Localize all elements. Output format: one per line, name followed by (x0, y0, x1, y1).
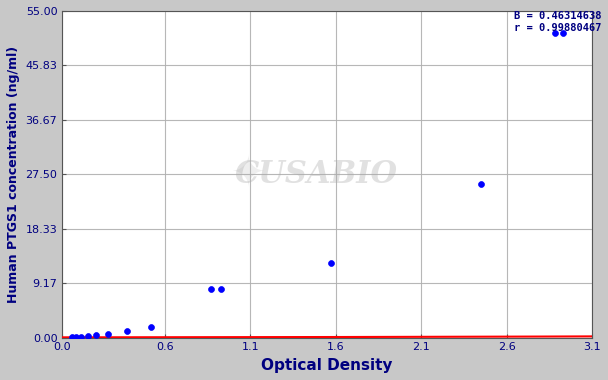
Point (83, 333, 92, 339)
Point (71, 334, 81, 340)
Point (122, 328, 132, 334)
Point (103, 331, 112, 337)
Point (216, 286, 226, 292)
Text: B = 0.46314638
r = 0.99880467: B = 0.46314638 r = 0.99880467 (514, 11, 602, 33)
Point (476, 181, 486, 187)
Point (91, 332, 101, 338)
Point (558, 30, 568, 36)
Point (206, 286, 216, 292)
Text: CUSABIO: CUSABIO (235, 159, 398, 190)
Point (147, 324, 156, 330)
Point (76, 334, 86, 340)
Point (550, 30, 559, 36)
Y-axis label: Human PTGS1 concentration (ng/ml): Human PTGS1 concentration (ng/ml) (7, 46, 20, 303)
Text: ✦: ✦ (230, 153, 265, 195)
X-axis label: Optical Density: Optical Density (261, 358, 393, 373)
Point (67, 334, 77, 340)
Point (326, 260, 336, 266)
